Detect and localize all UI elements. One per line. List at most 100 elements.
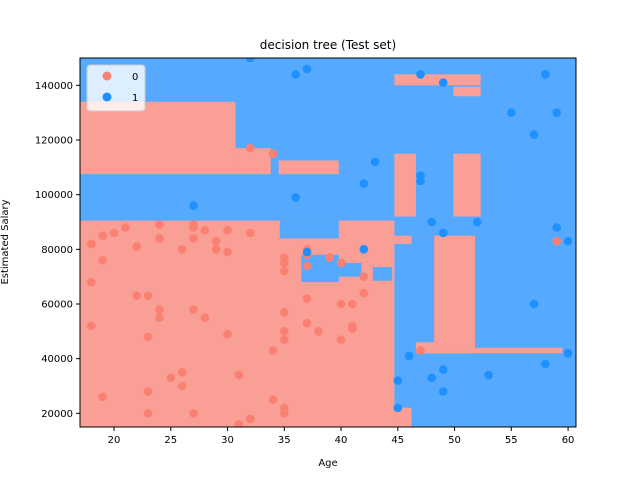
point-class-0 xyxy=(268,149,278,158)
x-tick-label: 50 xyxy=(448,435,461,446)
point-class-0 xyxy=(87,239,96,249)
point-class-0 xyxy=(87,277,96,287)
y-tick-label: 80000 xyxy=(41,245,73,256)
region-class-0 xyxy=(394,153,416,217)
point-class-1 xyxy=(245,58,255,63)
x-tick-label: 30 xyxy=(221,435,234,446)
point-class-0 xyxy=(121,223,130,232)
region-class-0 xyxy=(80,101,236,175)
point-class-0 xyxy=(359,272,369,281)
region-class-0 xyxy=(422,347,563,354)
point-class-0 xyxy=(348,299,357,309)
point-class-1 xyxy=(189,201,198,210)
point-class-0 xyxy=(552,236,562,246)
chart-title: decision tree (Test set) xyxy=(260,38,396,52)
point-class-0 xyxy=(155,234,164,243)
y-tick-label: 20000 xyxy=(41,409,73,420)
point-class-1 xyxy=(427,373,437,383)
point-class-1 xyxy=(370,157,380,167)
x-tick-label: 20 xyxy=(108,435,121,446)
point-class-0 xyxy=(336,335,346,344)
point-class-0 xyxy=(98,255,108,265)
y-tick-label: 60000 xyxy=(41,300,73,311)
point-class-0 xyxy=(280,327,289,336)
point-class-0 xyxy=(155,305,164,314)
point-class-0 xyxy=(280,335,289,344)
point-class-0 xyxy=(314,327,323,336)
point-class-1 xyxy=(472,217,482,227)
point-class-1 xyxy=(552,108,562,117)
point-class-0 xyxy=(87,321,96,331)
point-class-0 xyxy=(359,288,369,298)
point-class-1 xyxy=(484,370,493,380)
point-class-0 xyxy=(280,266,289,276)
point-class-0 xyxy=(348,324,357,333)
y-tick-label: 140000 xyxy=(35,81,73,92)
point-class-0 xyxy=(211,245,221,254)
region-class-1 xyxy=(235,101,393,149)
scatter-points xyxy=(87,58,573,427)
point-class-0 xyxy=(234,419,244,427)
region-class-0 xyxy=(235,148,271,175)
point-class-1 xyxy=(393,376,403,385)
region-class-0 xyxy=(453,86,481,97)
point-class-0 xyxy=(302,318,312,328)
point-class-0 xyxy=(189,223,198,232)
y-tick-label: 120000 xyxy=(35,136,73,147)
point-class-0 xyxy=(177,368,187,377)
y-axis-ticks: 20000 40000 60000 80000 100000 120000 140000 xyxy=(35,81,80,420)
y-tick-label: 40000 xyxy=(41,354,73,365)
point-class-0 xyxy=(280,258,289,268)
point-class-0 xyxy=(143,409,153,418)
point-class-1 xyxy=(302,64,312,74)
point-class-0 xyxy=(223,225,232,235)
point-class-1 xyxy=(541,70,550,79)
point-class-1 xyxy=(438,78,448,87)
point-class-0 xyxy=(280,409,289,418)
point-class-1 xyxy=(393,403,403,413)
point-class-0 xyxy=(336,299,346,309)
point-class-1 xyxy=(552,223,562,232)
point-class-0 xyxy=(245,143,255,153)
region-class-1 xyxy=(372,267,393,281)
point-class-1 xyxy=(427,217,437,227)
point-class-0 xyxy=(223,329,232,339)
point-class-0 xyxy=(223,247,232,257)
point-class-1 xyxy=(438,228,448,238)
x-tick-label: 40 xyxy=(335,435,348,446)
region-class-0 xyxy=(453,153,481,217)
point-class-0 xyxy=(155,313,164,322)
region-class-0 xyxy=(278,160,339,175)
point-class-1 xyxy=(529,299,539,309)
point-class-0 xyxy=(143,291,153,301)
point-class-0 xyxy=(155,220,164,230)
x-axis-ticks: 20 25 30 35 40 45 50 55 60 xyxy=(108,427,574,446)
legend-marker-0 xyxy=(102,71,112,81)
plot-frame xyxy=(79,57,577,428)
point-class-0 xyxy=(200,313,210,322)
point-class-0 xyxy=(268,395,278,404)
point-class-1 xyxy=(359,179,369,189)
point-class-0 xyxy=(280,307,289,317)
point-class-0 xyxy=(416,346,425,355)
y-tick-label: 100000 xyxy=(35,190,73,201)
x-tick-label: 55 xyxy=(505,435,518,446)
point-class-0 xyxy=(211,236,221,246)
point-class-0 xyxy=(325,253,335,262)
point-class-0 xyxy=(200,225,210,235)
legend-label-0: 0 xyxy=(132,72,138,83)
point-class-0 xyxy=(98,231,108,240)
point-class-0 xyxy=(98,392,108,402)
point-class-0 xyxy=(177,245,187,254)
y-axis-label: Estimated Salary xyxy=(0,199,11,284)
point-class-0 xyxy=(189,234,198,243)
point-class-1 xyxy=(563,348,573,358)
legend-marker-1 xyxy=(102,92,112,102)
point-class-1 xyxy=(416,176,425,186)
point-class-0 xyxy=(268,346,278,355)
point-class-0 xyxy=(132,291,142,301)
legend-box xyxy=(86,64,146,112)
point-class-0 xyxy=(166,373,176,383)
point-class-0 xyxy=(143,332,153,342)
